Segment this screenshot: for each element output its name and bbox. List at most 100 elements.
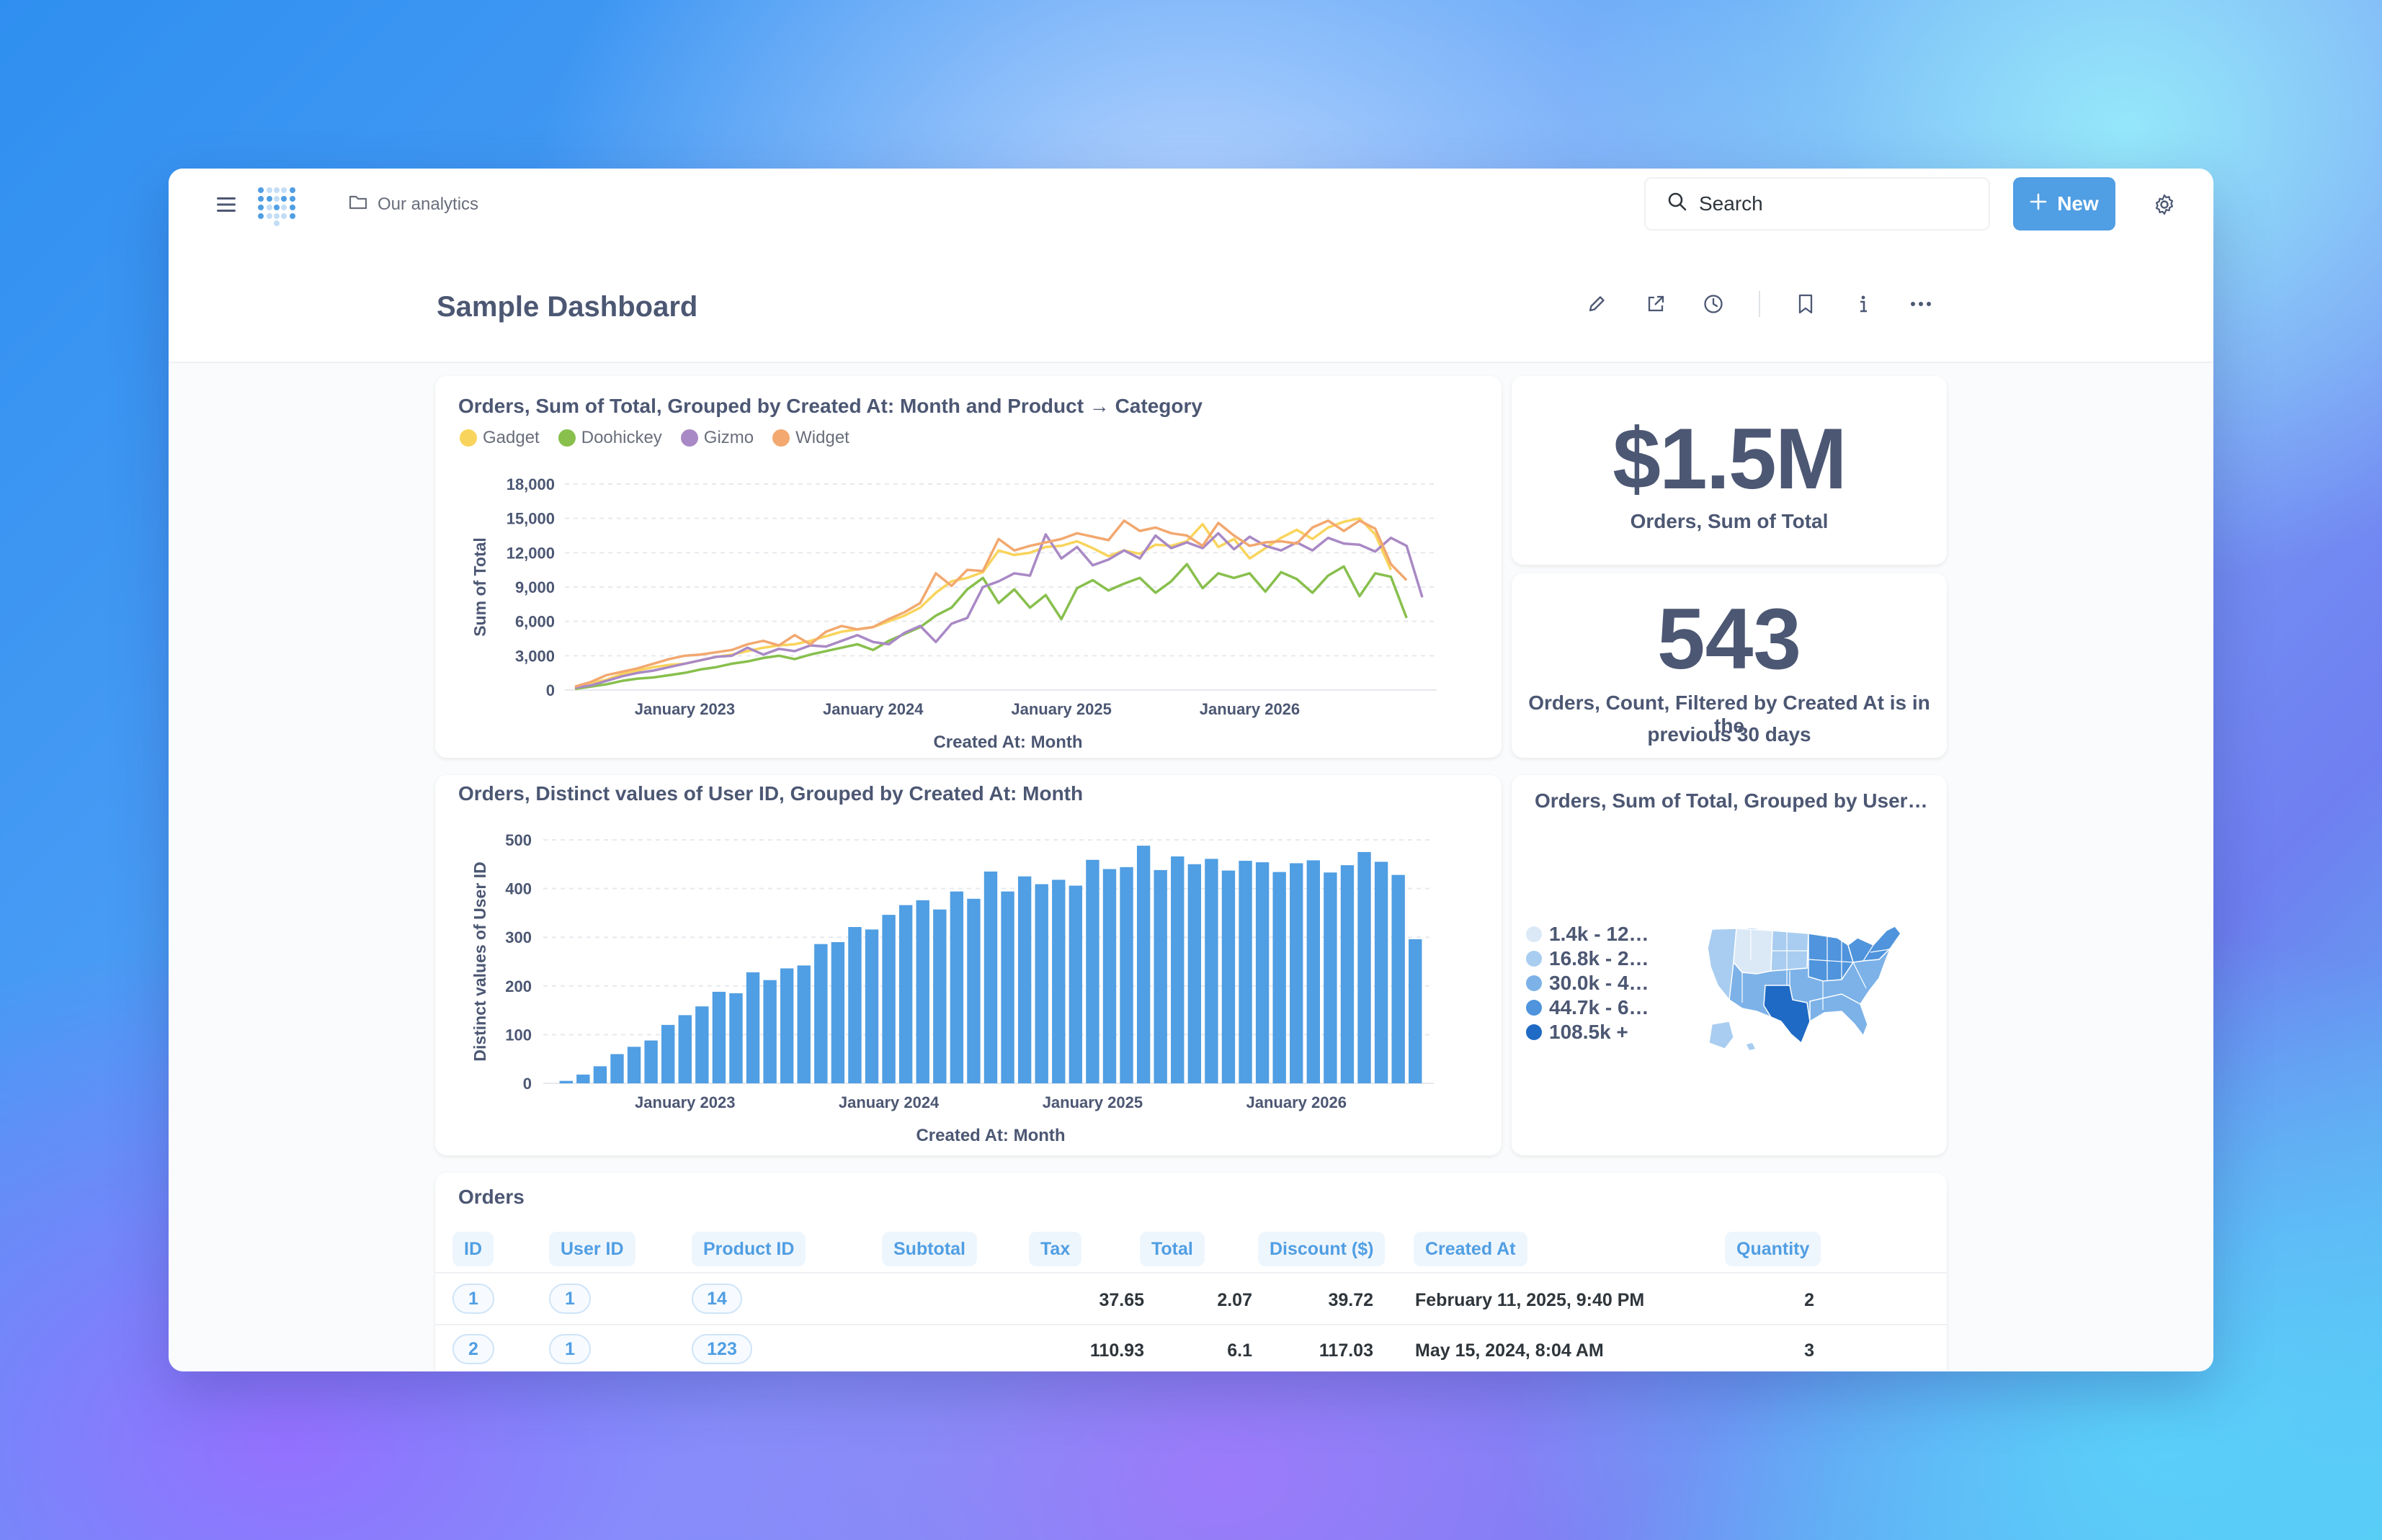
total-label[interactable]: Orders, Sum of Total — [1630, 510, 1829, 532]
bar[interactable] — [610, 1054, 624, 1083]
map-legend-item[interactable]: 16.8k - 2… — [1526, 946, 1649, 971]
bar[interactable] — [1374, 861, 1388, 1083]
settings-gear-icon[interactable] — [2149, 189, 2180, 220]
column-header-quantity[interactable]: Quantity — [1725, 1232, 1821, 1266]
series-line-gadget[interactable] — [574, 516, 1393, 691]
id-cell-link[interactable]: 1 — [452, 1284, 494, 1314]
column-header-product-id[interactable]: Product ID — [692, 1232, 806, 1266]
map-legend-item[interactable]: 30.0k - 4… — [1526, 971, 1649, 995]
bar[interactable] — [797, 965, 811, 1083]
bar[interactable] — [1409, 939, 1422, 1083]
bar[interactable] — [1391, 874, 1405, 1083]
bookmark-icon[interactable] — [1790, 288, 1821, 320]
orders-table-title[interactable]: Orders — [458, 1186, 525, 1208]
table-row[interactable] — [435, 1275, 1947, 1325]
bar[interactable] — [1069, 885, 1083, 1083]
bar-chart-title[interactable]: Orders, Distinct values of User ID, Grou… — [458, 782, 1084, 805]
line-chart-card[interactable]: Orders, Sum of Total, Grouped by Created… — [435, 376, 1502, 758]
bar[interactable] — [661, 1024, 675, 1083]
bar[interactable] — [1255, 862, 1270, 1083]
series-line-doohickey[interactable] — [574, 563, 1408, 691]
bar[interactable] — [882, 915, 896, 1083]
column-header-subtotal[interactable]: Subtotal — [882, 1232, 977, 1266]
bar[interactable] — [1324, 872, 1337, 1083]
bar[interactable] — [1001, 891, 1014, 1083]
bar[interactable] — [1171, 856, 1185, 1083]
us-choropleth-map[interactable] — [1700, 916, 1909, 1053]
page-title[interactable]: Sample Dashboard — [437, 291, 698, 323]
bar[interactable] — [627, 1047, 641, 1083]
total-scalar-card[interactable]: $1.5M Orders, Sum of Total — [1512, 376, 1947, 565]
bar[interactable] — [644, 1040, 658, 1083]
bar[interactable] — [1035, 884, 1048, 1083]
bar[interactable] — [1221, 870, 1236, 1083]
column-header-discount[interactable]: Discount ($) — [1258, 1232, 1386, 1266]
bar[interactable] — [1136, 846, 1151, 1083]
map-card[interactable]: Orders, Sum of Total, Grouped by User… 1… — [1512, 775, 1947, 1155]
series-line-widget[interactable] — [574, 519, 1408, 688]
count-scalar-card[interactable]: 543 Orders, Count, Filtered by Created A… — [1512, 573, 1947, 758]
info-icon[interactable] — [1847, 288, 1879, 320]
count-label-line1[interactable]: Orders, Count, Filtered by Created At is… — [1528, 691, 1930, 737]
bar[interactable] — [983, 871, 998, 1083]
bar[interactable] — [1154, 869, 1167, 1083]
bar[interactable] — [1290, 863, 1303, 1083]
bar[interactable] — [848, 927, 862, 1083]
bar[interactable] — [916, 900, 929, 1083]
bar[interactable] — [1102, 869, 1117, 1083]
bar[interactable] — [898, 905, 913, 1083]
bar[interactable] — [1340, 865, 1355, 1083]
bar[interactable] — [1086, 859, 1099, 1083]
map-title[interactable]: Orders, Sum of Total, Grouped by User… — [1535, 789, 1928, 812]
column-header-id[interactable]: ID — [452, 1232, 494, 1266]
bar[interactable] — [780, 968, 794, 1083]
column-header-user-id[interactable]: User ID — [549, 1232, 635, 1266]
map-legend-item[interactable]: 108.5k + — [1526, 1020, 1649, 1044]
bar[interactable] — [1306, 860, 1320, 1083]
user-id-cell-link[interactable]: 1 — [549, 1284, 591, 1314]
count-label-line2[interactable]: previous 30 days — [1647, 723, 1811, 746]
column-header-tax[interactable]: Tax — [1029, 1232, 1082, 1266]
bar[interactable] — [1239, 861, 1252, 1083]
bar[interactable] — [1052, 879, 1066, 1083]
legend-item-doohickey[interactable]: Doohickey — [558, 428, 662, 448]
bar-chart-card[interactable]: Orders, Distinct values of User ID, Grou… — [435, 775, 1502, 1155]
bar[interactable] — [576, 1074, 590, 1083]
search-input[interactable]: Search — [1644, 177, 1990, 230]
bar[interactable] — [593, 1066, 607, 1083]
table-row[interactable] — [435, 1327, 1947, 1371]
bar[interactable] — [678, 1015, 692, 1083]
bar[interactable] — [712, 991, 726, 1083]
bar[interactable] — [865, 929, 879, 1083]
metabase-logo-icon[interactable] — [254, 182, 300, 228]
bar[interactable] — [1205, 859, 1218, 1083]
column-header-created-at[interactable]: Created At — [1414, 1232, 1527, 1266]
more-options-icon[interactable] — [1905, 288, 1937, 320]
orders-table-card[interactable]: Orders — [435, 1173, 1947, 1371]
hamburger-menu-icon[interactable] — [212, 190, 241, 219]
bar[interactable] — [695, 1006, 709, 1083]
legend-item-gadget[interactable]: Gadget — [460, 428, 540, 448]
share-icon[interactable] — [1640, 288, 1672, 320]
breadcrumb[interactable]: Our analytics — [349, 190, 478, 219]
bar[interactable] — [559, 1080, 573, 1083]
map-legend-item[interactable]: 44.7k - 6… — [1526, 995, 1649, 1020]
bar[interactable] — [933, 909, 947, 1083]
bar[interactable] — [1017, 876, 1032, 1083]
history-clock-icon[interactable] — [1698, 288, 1729, 320]
product-id-cell-link[interactable]: 123 — [692, 1334, 752, 1364]
legend-item-gizmo[interactable]: Gizmo — [680, 428, 754, 448]
line-chart-title[interactable]: Orders, Sum of Total, Grouped by Created… — [458, 395, 1203, 417]
series-line-gizmo[interactable] — [574, 532, 1424, 689]
bar[interactable] — [1357, 851, 1371, 1083]
bar[interactable] — [1120, 867, 1133, 1083]
legend-item-widget[interactable]: Widget — [772, 428, 849, 448]
edit-pencil-icon[interactable] — [1581, 288, 1612, 320]
bar[interactable] — [729, 993, 743, 1083]
column-header-total[interactable]: Total — [1140, 1232, 1205, 1266]
bar[interactable] — [1272, 872, 1286, 1083]
id-cell-link[interactable]: 2 — [452, 1334, 494, 1364]
bar[interactable] — [967, 898, 981, 1083]
map-legend-item[interactable]: 1.4k - 12… — [1526, 922, 1649, 946]
bar[interactable] — [814, 944, 828, 1083]
